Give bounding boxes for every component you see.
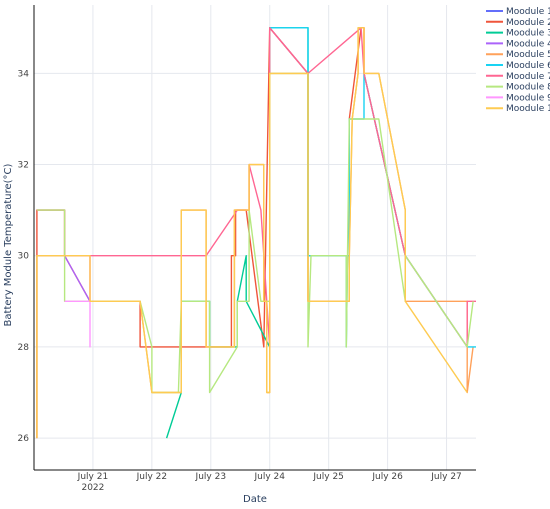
legend-label: Moodule 7	[506, 72, 550, 82]
y-tick-label: 26	[18, 434, 30, 444]
legend-label: Moodule 9	[506, 93, 550, 103]
axes	[33, 5, 476, 471]
y-tick-label: 28	[18, 343, 30, 353]
legend-label: Moodule 3	[506, 29, 550, 39]
legend-label: Moodule 10	[506, 104, 550, 114]
x-tick-sublabel: 2022	[81, 483, 104, 493]
legend-item-module-6[interactable]: Moodule 6	[486, 61, 550, 71]
legend-item-module-3[interactable]: Moodule 3	[486, 29, 550, 39]
x-axis-title: Date	[243, 494, 267, 505]
legend-item-module-5[interactable]: Moodule 5	[486, 50, 550, 60]
x-tick-label: July 24	[253, 472, 285, 482]
legend-item-module-2[interactable]: Moodule 2	[486, 18, 550, 28]
y-tick-labels: 26 28 30 32 34	[18, 69, 30, 444]
y-tick-label: 30	[18, 252, 30, 262]
x-tick-label: July 26	[371, 472, 403, 482]
x-tick-label: July 23	[195, 472, 227, 482]
legend-item-module-1[interactable]: Moodule 1	[486, 7, 550, 17]
series-lines	[36, 27, 476, 439]
grid-lines	[34, 5, 476, 470]
y-tick-label: 34	[18, 69, 30, 79]
legend-label: Moodule 1	[506, 7, 550, 17]
legend-label: Moodule 2	[506, 18, 550, 28]
x-tick-label: July 27	[430, 472, 462, 482]
legend-item-module-10[interactable]: Moodule 10	[486, 104, 550, 114]
legend-item-module-8[interactable]: Moodule 8	[486, 83, 550, 93]
legend-item-module-4[interactable]: Moodule 4	[486, 39, 550, 49]
x-tick-label: July 22	[136, 472, 168, 482]
series-line-module-10	[36, 27, 468, 439]
y-axis-title: Battery Module Temperature(°C)	[3, 163, 14, 326]
x-tick-label: July 25	[312, 472, 344, 482]
legend-label: Moodule 6	[506, 61, 550, 71]
legend-item-module-7[interactable]: Moodule 7	[486, 72, 550, 82]
plot-background	[34, 5, 476, 470]
x-tick-label: July 21	[77, 472, 109, 482]
legend-label: Moodule 5	[506, 50, 550, 60]
legend-label: Moodule 8	[506, 83, 550, 93]
legend-label: Moodule 4	[506, 39, 550, 49]
series-line-module-8	[36, 72, 474, 394]
legend-item-module-9[interactable]: Moodule 9	[486, 93, 550, 103]
y-tick-label: 32	[18, 161, 29, 171]
